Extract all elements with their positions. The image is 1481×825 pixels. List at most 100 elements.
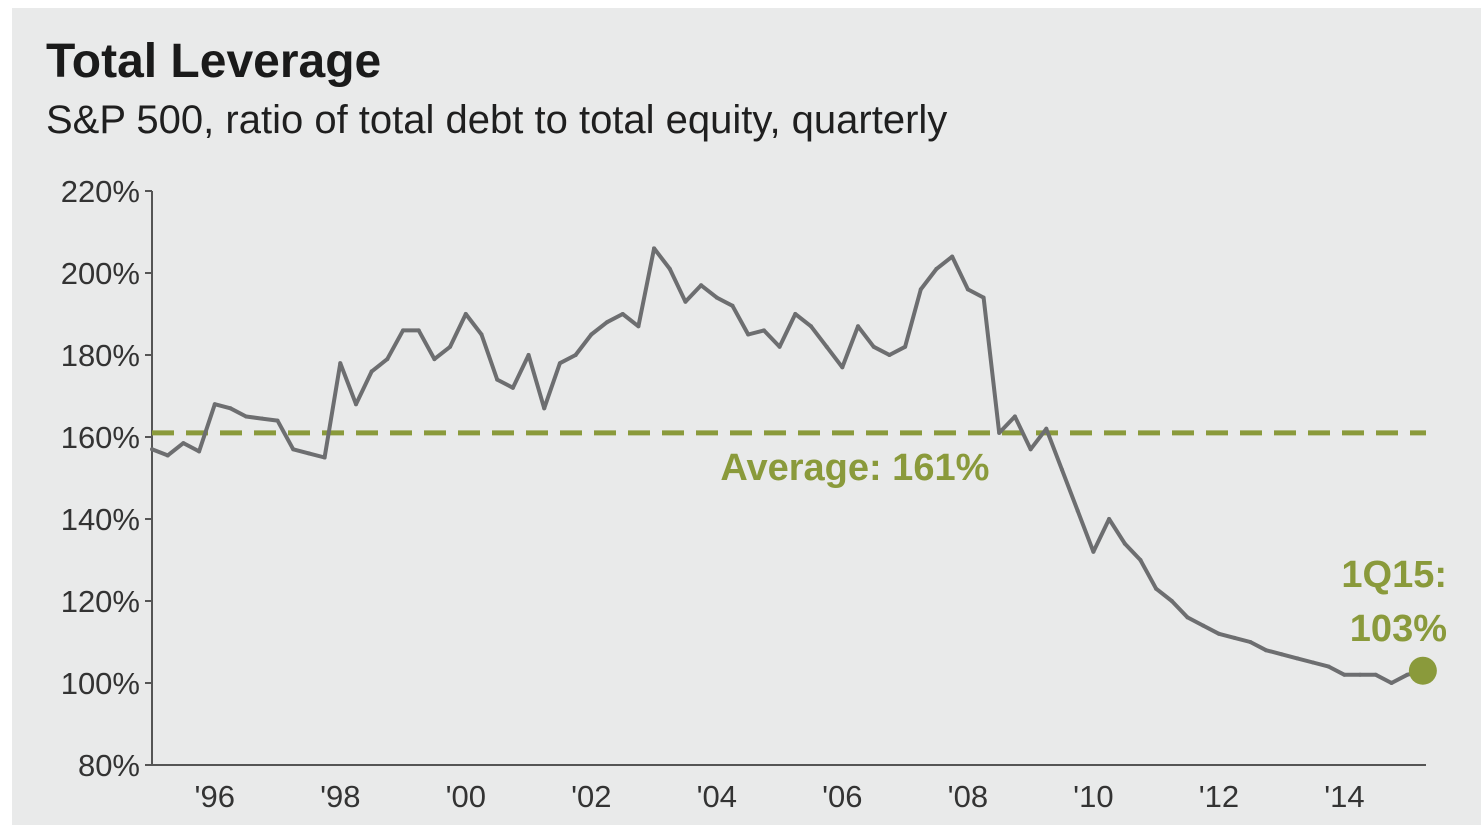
chart-subtitle: S&P 500, ratio of total debt to total eq…	[46, 98, 948, 142]
data-point	[510, 385, 515, 390]
endpoint-label-period: 1Q15:	[1341, 554, 1447, 596]
y-axis-ticks: 80% 100% 120% 140% 160% 180% 200% 220%	[61, 174, 152, 783]
data-point	[965, 287, 970, 292]
data-point	[1248, 640, 1253, 644]
endpoint-label-value: 103%	[1350, 608, 1447, 650]
data-point	[1295, 656, 1300, 661]
data-point	[1216, 631, 1221, 636]
data-point	[401, 328, 406, 333]
data-point	[1232, 635, 1237, 640]
x-tick-label: '12	[1199, 779, 1239, 814]
data-point	[746, 332, 751, 337]
data-point	[1012, 414, 1017, 419]
data-point	[934, 266, 939, 271]
data-point	[1091, 549, 1096, 554]
x-tick-label: '06	[822, 779, 862, 814]
x-tick-label: '14	[1324, 779, 1364, 814]
series-points	[150, 246, 1425, 685]
data-point	[165, 453, 170, 458]
data-point	[1169, 599, 1174, 603]
y-tick-label: 220%	[61, 174, 140, 209]
y-tick-label: 180%	[61, 338, 140, 373]
data-point	[950, 254, 955, 259]
data-point	[1122, 541, 1127, 546]
data-point	[291, 447, 296, 452]
data-point	[871, 344, 876, 349]
data-point	[793, 312, 798, 316]
data-point	[495, 377, 500, 382]
y-tick-label: 200%	[61, 256, 140, 291]
average-label: Average: 161%	[720, 447, 989, 489]
data-point	[1107, 517, 1112, 521]
data-point	[385, 357, 390, 362]
data-point	[1405, 672, 1410, 677]
data-point	[683, 299, 688, 304]
data-point	[150, 447, 154, 452]
data-point	[1358, 672, 1363, 677]
series-line-total-leverage	[151, 246, 1424, 685]
data-point	[1060, 467, 1064, 472]
chart-title: Total Leverage	[46, 35, 382, 88]
data-point	[306, 451, 311, 456]
data-point	[808, 324, 813, 329]
data-point	[699, 283, 704, 288]
x-tick-label: '02	[571, 779, 611, 814]
x-tick-label: '10	[1073, 779, 1113, 814]
data-point	[448, 344, 453, 349]
endpoint-marker	[1408, 656, 1437, 685]
data-point	[1154, 586, 1159, 591]
data-point	[259, 416, 264, 421]
y-tick-label: 140%	[61, 502, 140, 537]
data-point	[652, 246, 657, 251]
x-tick-label: '08	[948, 779, 988, 814]
data-point	[824, 344, 829, 349]
data-point	[1044, 426, 1049, 431]
data-point	[981, 295, 986, 300]
data-point	[589, 332, 594, 337]
data-point	[761, 328, 766, 333]
data-point	[1028, 447, 1033, 452]
data-point	[1389, 681, 1394, 685]
data-point	[1201, 623, 1206, 628]
data-point	[777, 344, 782, 349]
data-point	[1185, 615, 1190, 620]
data-point	[353, 402, 358, 407]
data-point	[667, 266, 672, 271]
data-point	[228, 406, 233, 411]
data-point	[463, 312, 468, 316]
data-point	[244, 414, 249, 419]
data-point	[887, 353, 892, 357]
data-point	[1279, 652, 1284, 657]
data-point	[714, 295, 719, 300]
data-point	[557, 361, 562, 366]
data-point	[903, 344, 908, 349]
data-point	[856, 324, 861, 329]
data-point	[181, 441, 186, 446]
data-point	[542, 406, 547, 411]
data-point	[1373, 672, 1378, 677]
data-point	[730, 303, 735, 308]
data-point	[526, 353, 531, 357]
data-point	[636, 324, 641, 329]
data-point	[1326, 664, 1331, 669]
data-point	[322, 455, 327, 460]
data-point	[1263, 648, 1268, 653]
x-axis-ticks: '96 '98 '00 '02 '04 '06 '08 '10 '12 '14	[195, 779, 1365, 814]
data-point	[212, 402, 217, 407]
y-tick-label: 160%	[61, 420, 140, 455]
data-point	[479, 332, 484, 337]
data-point	[620, 312, 625, 316]
y-tick-label: 80%	[78, 748, 140, 783]
data-point	[416, 328, 421, 333]
x-tick-label: '00	[446, 779, 486, 814]
data-point	[275, 418, 280, 423]
data-point	[1311, 660, 1316, 665]
data-point	[1138, 558, 1143, 562]
data-point	[573, 353, 578, 357]
data-point	[432, 357, 437, 362]
data-point	[338, 361, 343, 366]
x-tick-label: '04	[697, 779, 737, 814]
data-point	[1075, 508, 1080, 513]
data-point	[997, 430, 1002, 435]
